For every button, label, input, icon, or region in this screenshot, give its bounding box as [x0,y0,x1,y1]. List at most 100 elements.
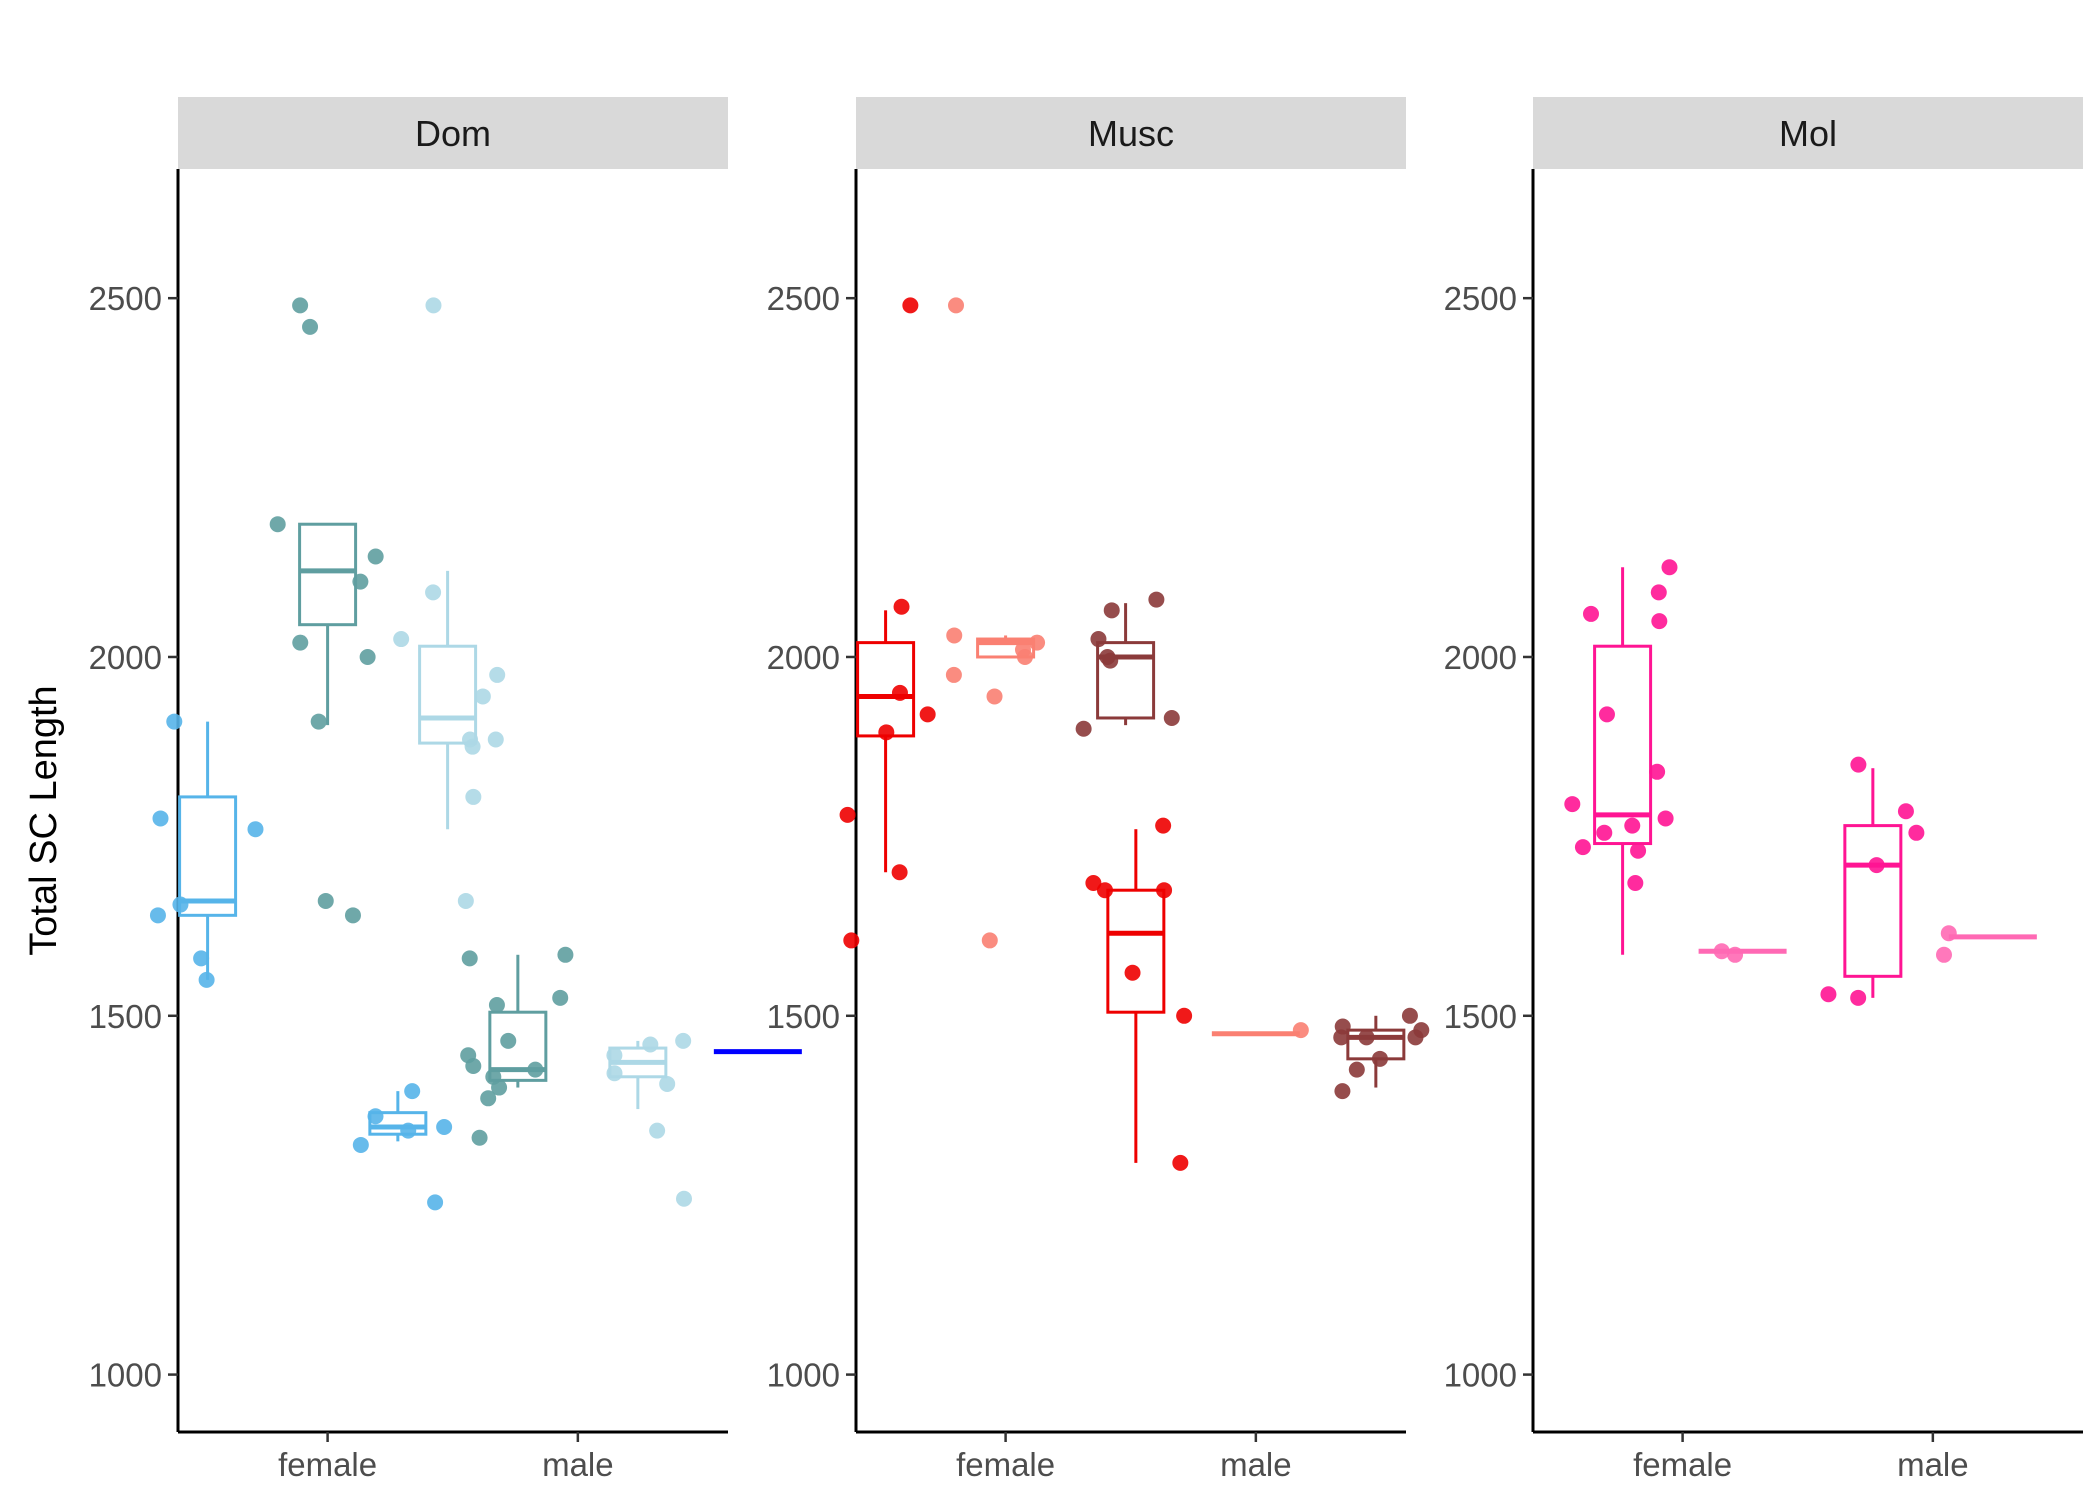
data-point [843,932,860,949]
facet-strip [178,97,728,169]
data-point [891,864,908,881]
y-tick-label: 2000 [767,639,840,676]
data-point [986,688,1003,705]
data-point [193,950,210,967]
data-point [649,1122,666,1139]
y-axis-title: Total SC Length [23,685,65,955]
data-point [675,1032,692,1049]
data-point [393,631,410,648]
data-point [1155,817,1172,834]
data-point [491,1079,508,1096]
data-point [474,688,491,705]
data-point [1176,1007,1193,1024]
facet-label: Mol [1779,113,1837,154]
y-tick-label: 2000 [1444,639,1517,676]
data-point [1564,796,1581,813]
data-point [1650,584,1667,601]
data-point [367,548,384,565]
box-body [418,644,478,745]
group-female [839,297,936,949]
data-point [839,806,856,823]
x-tick-label: female [278,1446,377,1483]
group-female [393,297,506,909]
y-tick-label: 1500 [767,998,840,1035]
data-point [1651,613,1668,630]
y-tick-label: 1500 [1444,998,1517,1035]
data-point [461,950,478,967]
panel-mol: Mol 1000 1500 2000 2500 female male [1444,97,2083,1483]
data-point [436,1119,453,1136]
data-point [1649,763,1666,780]
box-body [488,1010,548,1082]
y-tick-label: 2000 [89,639,162,676]
y-tick-label: 1000 [767,1357,840,1394]
data-point [1407,1029,1424,1046]
data-point [500,1032,517,1049]
data-point [676,1190,693,1207]
data-point [1401,1007,1418,1024]
y-tick-label: 2500 [767,280,840,317]
data-point [902,297,919,314]
data-point [1820,986,1837,1003]
x-tick-label: female [956,1446,1055,1483]
data-point [557,946,574,963]
data-point [1075,720,1092,737]
data-point [1908,824,1925,841]
y-tick-label: 1000 [89,1357,162,1394]
data-point [893,598,910,615]
y-tick-label: 1500 [89,998,162,1035]
data-point [292,297,309,314]
group-male [1935,925,2037,963]
data-point [1103,602,1120,619]
x-tick-label: male [542,1446,614,1483]
box-body [856,641,916,738]
facet-strip [1533,97,2083,169]
data-point [302,318,319,335]
data-point [659,1075,676,1092]
data-point [1935,946,1952,963]
group-female [1564,559,1678,955]
data-point [946,627,963,644]
data-point [1348,1061,1365,1078]
box-body [298,522,358,627]
data-point [465,1058,482,1075]
data-point [480,1090,497,1107]
data-point [642,1036,659,1053]
group-female [149,713,264,988]
y-tick-label: 2500 [1444,280,1517,317]
group-female [269,297,384,924]
data-point [1085,875,1102,892]
group-male [1085,817,1193,1171]
box-body [1106,888,1166,1014]
box-body [368,1111,428,1136]
data-point [1661,559,1678,576]
data-point [1627,875,1644,892]
data-point [404,1083,421,1100]
data-point [425,584,442,601]
data-point [981,932,998,949]
data-point [1850,989,1867,1006]
group-female [945,297,1046,949]
data-point [464,738,481,755]
data-point [359,648,376,665]
data-point [489,666,506,683]
box-body [1843,824,1903,978]
data-point [269,516,286,533]
data-point [487,731,504,748]
data-point [292,634,309,651]
data-point [1574,839,1591,856]
facet-label: Dom [415,113,491,154]
data-point [919,706,936,723]
facet-strip [856,97,1406,169]
data-point [1172,1154,1189,1171]
y-tick-label: 2500 [89,280,162,317]
x-tick-label: male [1897,1446,1969,1483]
box-body [178,795,238,917]
group-male [606,1032,693,1207]
data-point [488,997,505,1014]
x-tick-label: male [1220,1446,1292,1483]
data-point [427,1194,444,1211]
data-point [948,297,965,314]
data-point [166,713,183,730]
